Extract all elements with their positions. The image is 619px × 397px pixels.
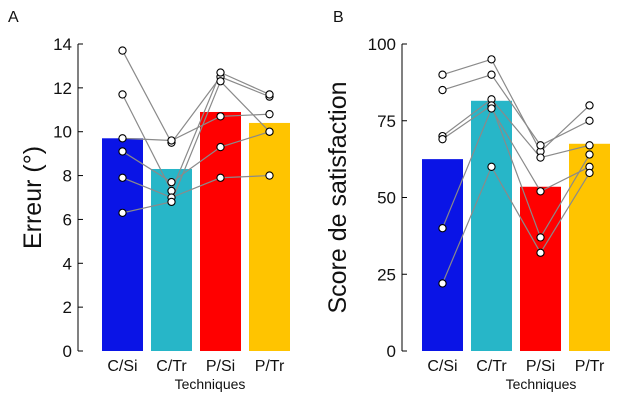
y-tick-label: 12 xyxy=(53,79,72,98)
subject-point xyxy=(438,135,447,144)
subject-point xyxy=(216,142,225,152)
subject-line xyxy=(121,50,270,144)
subject-point xyxy=(487,70,496,79)
subject-point xyxy=(438,70,447,79)
subject-point xyxy=(536,153,545,162)
subject-point xyxy=(438,85,447,95)
y-tick-label: 10 xyxy=(53,123,72,142)
subject-point xyxy=(265,127,274,136)
subject-point xyxy=(536,141,545,150)
x-tick-label: C/Si xyxy=(427,358,457,375)
y-tick-label: 14 xyxy=(53,35,72,54)
x-tick-label: C/Tr xyxy=(156,358,187,375)
panel-letter: A xyxy=(8,9,19,26)
subject-point xyxy=(118,134,127,143)
x-tick-label: P/Tr xyxy=(255,358,285,375)
subject-line xyxy=(442,58,590,153)
x-axis-title: Techniques xyxy=(506,376,577,392)
subject-point xyxy=(487,55,496,64)
bar-p-si xyxy=(200,111,241,351)
subject-point xyxy=(585,116,594,125)
subject-line xyxy=(122,174,270,199)
panel-letter: B xyxy=(333,9,344,26)
x-axis-title: Techniques xyxy=(175,376,246,392)
y-tick-label: 4 xyxy=(63,254,72,273)
subject-line xyxy=(122,80,270,214)
subject-point xyxy=(216,112,225,121)
x-tick-label: P/Si xyxy=(526,358,555,375)
x-tick-label: C/Si xyxy=(107,358,137,375)
subject-point xyxy=(216,77,225,86)
subject-point xyxy=(487,104,496,113)
y-tick-label: 8 xyxy=(63,167,72,186)
subject-point xyxy=(585,101,594,110)
subject-point xyxy=(118,147,127,156)
subject-line xyxy=(442,104,591,239)
subject-line xyxy=(442,98,590,159)
x-tick-label: P/Si xyxy=(206,358,235,375)
bar-c-si xyxy=(422,159,463,351)
subject-point xyxy=(118,208,127,217)
subject-point xyxy=(216,68,225,77)
y-tick-label: 2 xyxy=(63,298,72,317)
y-tick-label: 50 xyxy=(377,189,396,208)
y-axis-title: Erreur (°) xyxy=(19,146,47,249)
subject-line xyxy=(442,73,590,147)
x-tick-label: C/Tr xyxy=(476,358,507,375)
y-tick-label: 6 xyxy=(63,210,72,229)
y-axis-title: Score de satisfaction xyxy=(324,81,352,313)
subject-point xyxy=(265,171,274,180)
x-tick-label: P/Tr xyxy=(575,358,605,375)
subject-point xyxy=(536,187,545,196)
subject-point xyxy=(216,173,225,182)
subject-line xyxy=(121,71,270,193)
y-tick-label: 0 xyxy=(63,342,72,361)
subject-point xyxy=(118,90,127,99)
subject-point xyxy=(585,150,594,159)
y-tick-label: 75 xyxy=(377,112,396,131)
y-tick-label: 25 xyxy=(377,265,396,284)
subject-line xyxy=(122,113,270,142)
subject-point xyxy=(118,46,127,55)
subject-point xyxy=(265,90,274,99)
bar-c-si xyxy=(102,138,143,351)
subject-point xyxy=(487,162,496,171)
subject-point xyxy=(536,233,545,242)
y-tick-label: 0 xyxy=(387,342,396,361)
subject-line xyxy=(122,131,270,183)
subject-point xyxy=(585,168,594,178)
bar-p-si xyxy=(520,186,561,351)
bar-p-tr xyxy=(249,122,290,351)
subject-point xyxy=(585,141,594,150)
subject-point xyxy=(167,197,176,207)
subject-point xyxy=(167,136,176,145)
bar-c-tr xyxy=(471,100,512,351)
subject-point xyxy=(536,248,545,257)
y-tick-label: 100 xyxy=(368,35,396,54)
subject-line xyxy=(441,165,591,284)
subject-point xyxy=(438,279,447,288)
subject-point xyxy=(118,173,127,182)
subject-line xyxy=(441,107,590,229)
subject-point xyxy=(438,224,447,233)
subject-point xyxy=(167,177,176,187)
subject-point xyxy=(265,110,274,119)
